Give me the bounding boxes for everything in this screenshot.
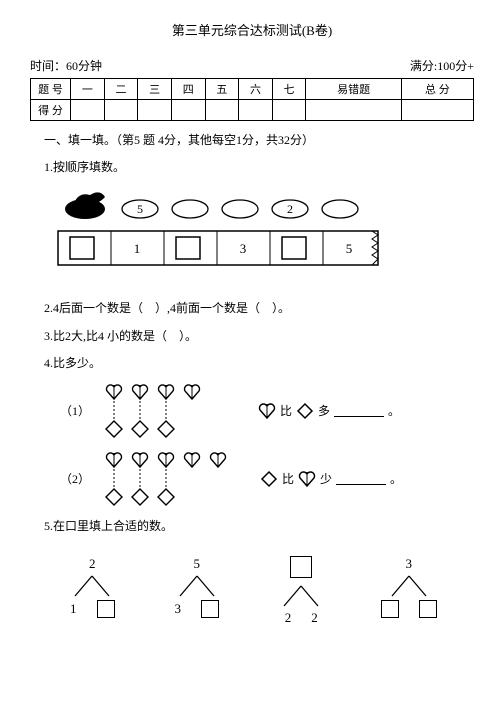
table-header-cell: 六 — [239, 79, 273, 100]
score-table: 题 号一二三四五六七易错题总 分 得 分 — [30, 78, 474, 121]
page-title: 第三单元综合达标测试(B卷) — [30, 20, 474, 39]
table-cell — [171, 100, 205, 121]
question-4: 4.比多少。 — [44, 354, 474, 373]
table-cell — [306, 100, 401, 121]
blank-line — [336, 473, 386, 485]
q4-2-label: （2） — [60, 470, 90, 487]
time-text: 时间：60分钟 — [30, 57, 102, 74]
svg-text:3: 3 — [240, 241, 247, 256]
q5-trees: 21 53 22 3 — [30, 556, 474, 626]
table-header-cell: 二 — [104, 79, 138, 100]
table-cell — [205, 100, 239, 121]
q4-2-row: （2） 比 少 。 — [60, 449, 474, 509]
table-header-cell: 总 分 — [401, 79, 473, 100]
question-5: 5.在口里填上合适的数。 — [44, 517, 474, 536]
svg-text:5: 5 — [137, 202, 143, 216]
svg-text:2: 2 — [287, 202, 293, 216]
svg-text:5: 5 — [346, 241, 353, 256]
q4-1-label: （1） — [60, 402, 90, 419]
table-header-cell: 一 — [71, 79, 105, 100]
heart-icon — [298, 470, 316, 488]
section-1-title: 一、填一填。（第5 题 4分，其他每空1分，共32分） — [44, 131, 474, 150]
table-cell — [401, 100, 473, 121]
table-cell — [71, 100, 105, 121]
svg-text:1: 1 — [134, 241, 141, 256]
diamond-icon — [260, 470, 278, 488]
table-header-cell: 七 — [272, 79, 306, 100]
number-tree: 22 — [276, 556, 326, 626]
heart-icon — [258, 402, 276, 420]
diamond-icon — [296, 402, 314, 420]
header-row: 时间：60分钟 满分:100分+ — [30, 57, 474, 74]
question-1: 1.按顺序填数。 — [44, 158, 474, 177]
number-tree: 3 — [381, 556, 437, 626]
number-tree: 53 — [172, 556, 222, 626]
table-cell: 得 分 — [31, 100, 71, 121]
table-cell — [138, 100, 172, 121]
table-header-cell: 题 号 — [31, 79, 71, 100]
table-header-cell: 易错题 — [306, 79, 401, 100]
table-header-cell: 五 — [205, 79, 239, 100]
question-3: 3.比2大,比4 小的数是（ ）。 — [44, 327, 474, 346]
score-text: 满分:100分+ — [410, 57, 474, 74]
blank-line — [334, 405, 384, 417]
question-2: 2.4后面一个数是（ ）,4前面一个数是（ ）。 — [44, 299, 474, 318]
table-cell — [239, 100, 273, 121]
q1-visual: 5 2 1 3 5 — [50, 187, 474, 291]
q4-1-row: （1） 比 多 。 — [60, 381, 474, 441]
table-cell — [104, 100, 138, 121]
table-header-cell: 四 — [171, 79, 205, 100]
table-header-cell: 三 — [138, 79, 172, 100]
table-cell — [272, 100, 306, 121]
number-tree: 21 — [67, 556, 117, 626]
